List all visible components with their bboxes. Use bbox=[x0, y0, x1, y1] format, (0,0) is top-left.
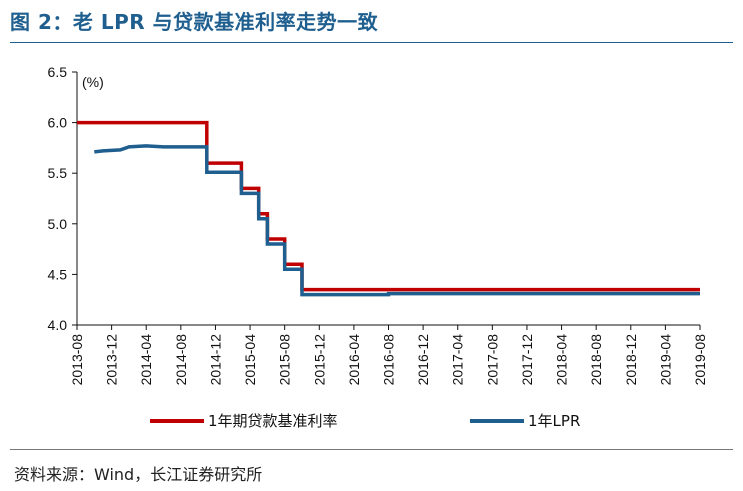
x-tick-label: 2014-04 bbox=[138, 334, 154, 386]
y-tick-label: 6.5 bbox=[48, 64, 68, 80]
x-tick-label: 2013-08 bbox=[69, 334, 85, 386]
line-chart: 4.0 4.5 5.0 5.5 6.0 6.5 2013-08 2013-12 2014-04 2… bbox=[48, 64, 708, 430]
series-line-lpr bbox=[94, 144, 700, 297]
x-tick-label: 2015-12 bbox=[311, 334, 327, 386]
y-tick-label: 4.0 bbox=[48, 317, 68, 333]
x-tick-label: 2014-08 bbox=[173, 334, 189, 386]
footer-rule bbox=[10, 449, 733, 450]
title-rule bbox=[10, 42, 733, 43]
x-tick-label: 2016-08 bbox=[381, 334, 397, 386]
chart-series bbox=[77, 120, 700, 297]
x-tick-label: 2019-08 bbox=[692, 334, 708, 386]
y-tick-label: 6.0 bbox=[48, 115, 68, 131]
chart-axes: 4.0 4.5 5.0 5.5 6.0 6.5 2013-08 2013-12 2014-04 2… bbox=[48, 64, 708, 385]
chart-title: 图 2：老 LPR 与贷款基准利率走势一致 bbox=[10, 10, 379, 34]
x-tick-label: 2015-08 bbox=[277, 334, 293, 386]
legend-label: 1年LPR bbox=[528, 412, 580, 430]
x-tick-label: 2016-12 bbox=[415, 334, 431, 386]
x-tick-label: 2013-12 bbox=[104, 334, 120, 386]
source-note: 资料来源：Wind，长江证券研究所 bbox=[14, 465, 263, 484]
y-tick-label: 4.5 bbox=[48, 266, 68, 282]
x-tick-label: 2016-04 bbox=[346, 334, 362, 386]
x-tick-label: 2019-04 bbox=[657, 334, 673, 386]
legend-label: 1年期贷款基准利率 bbox=[208, 412, 338, 430]
x-tick-label: 2017-12 bbox=[519, 334, 535, 386]
x-tick-label: 2015-04 bbox=[242, 334, 258, 386]
x-tick-label: 2017-08 bbox=[484, 334, 500, 386]
y-unit-label: (%) bbox=[82, 74, 104, 90]
chart-legend: 1年期贷款基准利率 1年LPR bbox=[150, 412, 580, 430]
x-tick-label: 2018-12 bbox=[623, 334, 639, 386]
x-tick-label: 2014-12 bbox=[207, 334, 223, 386]
series-line-benchmark-rate bbox=[77, 120, 700, 292]
y-tick-label: 5.5 bbox=[48, 165, 68, 181]
x-tick-label: 2018-08 bbox=[588, 334, 604, 386]
x-tick-label: 2018-04 bbox=[554, 334, 570, 386]
y-tick-label: 5.0 bbox=[48, 216, 68, 232]
x-tick-label: 2017-04 bbox=[450, 334, 466, 386]
